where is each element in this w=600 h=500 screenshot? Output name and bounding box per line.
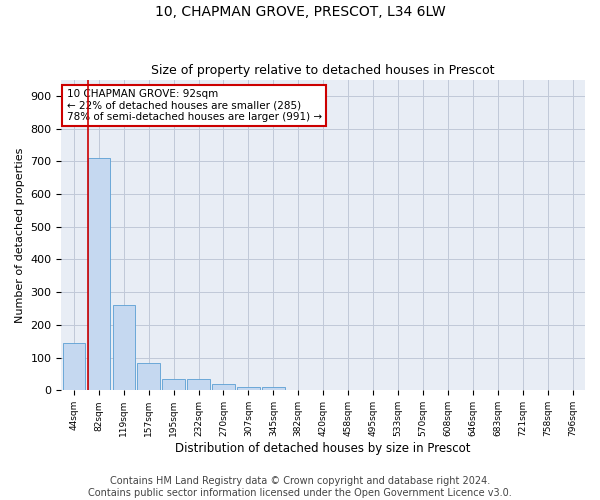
Title: Size of property relative to detached houses in Prescot: Size of property relative to detached ho…: [151, 64, 495, 77]
Text: Contains HM Land Registry data © Crown copyright and database right 2024.
Contai: Contains HM Land Registry data © Crown c…: [88, 476, 512, 498]
Bar: [88, 158, 110, 390]
X-axis label: Distribution of detached houses by size in Prescot: Distribution of detached houses by size …: [175, 442, 471, 455]
Bar: [262, 387, 284, 390]
Text: 10, CHAPMAN GROVE, PRESCOT, L34 6LW: 10, CHAPMAN GROVE, PRESCOT, L34 6LW: [155, 5, 445, 19]
Bar: [113, 304, 135, 390]
Y-axis label: Number of detached properties: Number of detached properties: [15, 148, 25, 322]
Bar: [187, 379, 210, 390]
Bar: [163, 379, 185, 390]
Bar: [212, 384, 235, 390]
Bar: [137, 362, 160, 390]
Bar: [237, 387, 260, 390]
Bar: [62, 343, 85, 390]
Text: 10 CHAPMAN GROVE: 92sqm
← 22% of detached houses are smaller (285)
78% of semi-d: 10 CHAPMAN GROVE: 92sqm ← 22% of detache…: [67, 89, 322, 122]
